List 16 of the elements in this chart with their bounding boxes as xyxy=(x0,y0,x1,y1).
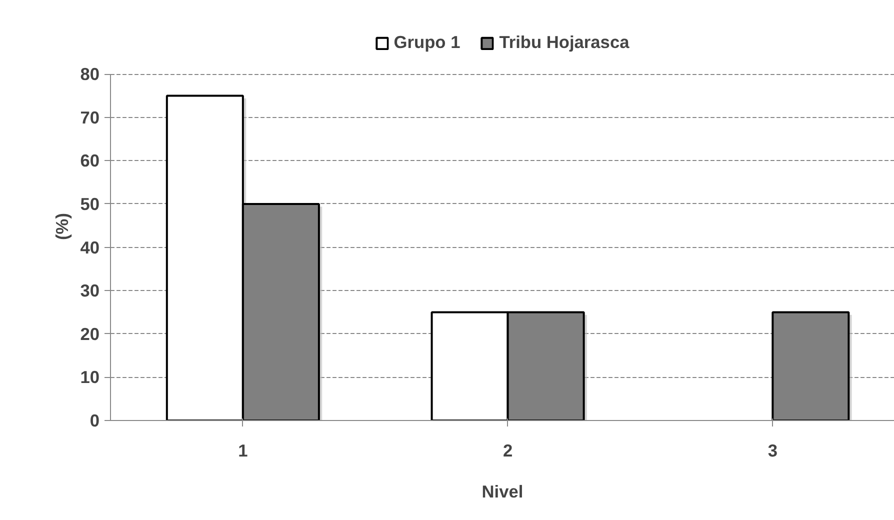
y-tick-label: 30 xyxy=(80,280,100,301)
x-axis-title: Nivel xyxy=(482,482,524,502)
y-tick-label: 0 xyxy=(90,410,100,430)
y-tick-label: 80 xyxy=(80,64,100,84)
y-axis-title: (%) xyxy=(52,213,72,240)
x-tick-label: 1 xyxy=(238,440,248,460)
y-tick-label: 20 xyxy=(80,324,100,344)
legend-label: Tribu Hojarasca xyxy=(499,32,630,53)
y-tick-label: 50 xyxy=(80,194,100,214)
legend-label: Grupo 1 xyxy=(394,32,460,53)
y-tick-label: 70 xyxy=(80,107,100,128)
y-tick-label: 60 xyxy=(80,150,100,171)
x-tick-label: 2 xyxy=(502,440,513,460)
x-tick-label: 3 xyxy=(768,440,778,460)
y-tick-label: 10 xyxy=(80,367,100,388)
y-tick-label: 40 xyxy=(80,237,100,258)
